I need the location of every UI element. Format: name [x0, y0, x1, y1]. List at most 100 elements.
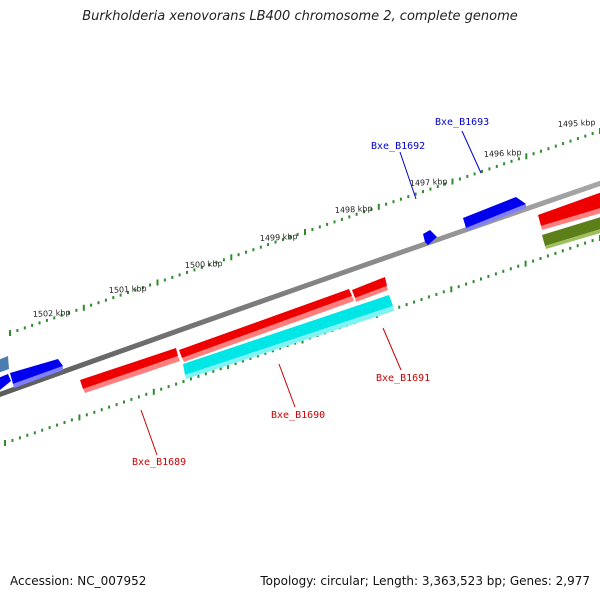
major-tick	[78, 414, 81, 421]
gene-bxe-b1689[interactable]	[80, 348, 178, 389]
minor-tick	[517, 157, 520, 161]
minor-tick	[311, 228, 314, 231]
minor-tick	[215, 260, 218, 264]
minor-tick	[245, 250, 247, 254]
major-tick	[156, 279, 159, 286]
minor-tick	[318, 225, 321, 229]
minor-tick	[584, 241, 587, 245]
gene-right-olive[interactable]	[542, 216, 600, 246]
minor-tick	[480, 277, 482, 281]
major-tick	[524, 260, 527, 267]
minor-tick	[271, 349, 274, 353]
minor-tick	[510, 159, 513, 163]
gene-edge-blue[interactable]	[0, 374, 11, 390]
gene-shade	[466, 204, 526, 231]
minor-tick	[256, 354, 259, 358]
gene-bxe-b1690[interactable]	[183, 295, 393, 375]
minor-tick	[16, 329, 19, 332]
kbp-label-1497: 1497 kbp	[410, 177, 448, 188]
map-title: Burkholderia xenovorans LB400 chromosome…	[82, 9, 518, 24]
minor-tick	[63, 421, 66, 424]
minor-tick	[281, 238, 284, 242]
minor-tick	[457, 285, 460, 289]
minor-tick	[186, 270, 188, 274]
minor-tick	[420, 298, 423, 301]
gene-leader-lines	[140, 130, 482, 456]
minor-tick	[326, 222, 329, 226]
minor-tick	[554, 251, 557, 255]
minor-tick	[41, 428, 44, 432]
minor-tick	[503, 162, 506, 166]
minor-tick	[68, 311, 70, 315]
minor-tick	[569, 246, 572, 250]
minor-tick	[115, 403, 118, 407]
minor-tick	[237, 253, 240, 257]
minor-tick	[399, 197, 402, 201]
minor-tick	[267, 243, 270, 247]
forward-genes	[0, 192, 600, 393]
minor-tick	[509, 267, 512, 271]
major-tick	[230, 254, 233, 261]
minor-tick	[90, 303, 93, 307]
kbp-label-1496: 1496 kbp	[484, 148, 522, 159]
gene-bxe-b1691[interactable]	[352, 277, 387, 298]
minor-tick	[435, 292, 438, 296]
minor-tick	[204, 372, 207, 376]
minor-tick	[584, 134, 587, 138]
minor-tick	[193, 268, 196, 272]
outer-kbp-ticks	[9, 128, 600, 336]
major-tick	[377, 203, 380, 210]
minor-tick	[189, 377, 192, 381]
minor-tick	[539, 257, 542, 260]
minor-tick	[554, 144, 557, 148]
minor-tick	[569, 139, 572, 143]
minor-tick	[200, 265, 203, 269]
minor-tick	[252, 248, 255, 252]
gene-edge-steel[interactable]	[0, 356, 9, 373]
gene-bxe-b1693[interactable]	[463, 197, 526, 228]
minor-tick	[561, 249, 564, 253]
gene-bxe-b1692[interactable]	[423, 230, 437, 245]
label-bxe-b1689[interactable]: Bxe_B1689	[132, 457, 186, 468]
label-bxe-b1693[interactable]: Bxe_B1693	[435, 117, 489, 128]
label-bxe-b1690[interactable]: Bxe_B1690	[271, 410, 325, 421]
major-tick	[227, 363, 230, 370]
minor-tick	[48, 426, 51, 430]
chromosome-backbone	[0, 180, 600, 398]
minor-tick	[422, 190, 424, 194]
minor-tick	[242, 359, 244, 363]
minor-tick	[149, 283, 152, 287]
minor-tick	[289, 235, 292, 239]
minor-tick	[547, 147, 550, 151]
minor-tick	[348, 215, 351, 219]
minor-tick	[163, 278, 166, 282]
minor-tick	[175, 382, 178, 386]
label-bxe-b1692[interactable]: Bxe_B1692	[371, 141, 425, 152]
label-bxe-b1691[interactable]: Bxe_B1691	[376, 373, 430, 384]
minor-tick	[274, 240, 277, 244]
minor-tick	[171, 275, 174, 279]
kbp-label-1495: 1495 kbp	[558, 118, 596, 129]
minor-tick	[442, 290, 445, 294]
minor-tick	[97, 301, 100, 305]
minor-tick	[93, 410, 96, 414]
minor-tick	[413, 300, 416, 304]
gene-left-blue[interactable]	[10, 359, 63, 384]
minor-tick	[167, 385, 170, 389]
minor-tick	[141, 286, 144, 290]
minor-tick	[104, 298, 107, 302]
minor-tick	[208, 263, 211, 267]
gene-right-red[interactable]	[538, 192, 600, 226]
minor-tick	[414, 192, 417, 196]
gene-shade	[13, 366, 63, 388]
gene-labels: Bxe_B1693 Bxe_B1692 Bxe_B1691 Bxe_B1690 …	[132, 117, 489, 468]
gene-bxe-b1690-partner-red[interactable]	[179, 289, 352, 358]
accession-text: Accession: NC_007952	[10, 574, 147, 588]
minor-tick	[532, 152, 535, 156]
minor-tick	[160, 387, 163, 391]
gene-shade	[185, 306, 394, 379]
minor-tick	[130, 397, 133, 401]
kbp-label-1501: 1501 kbp	[109, 284, 147, 295]
minor-tick	[385, 202, 388, 206]
